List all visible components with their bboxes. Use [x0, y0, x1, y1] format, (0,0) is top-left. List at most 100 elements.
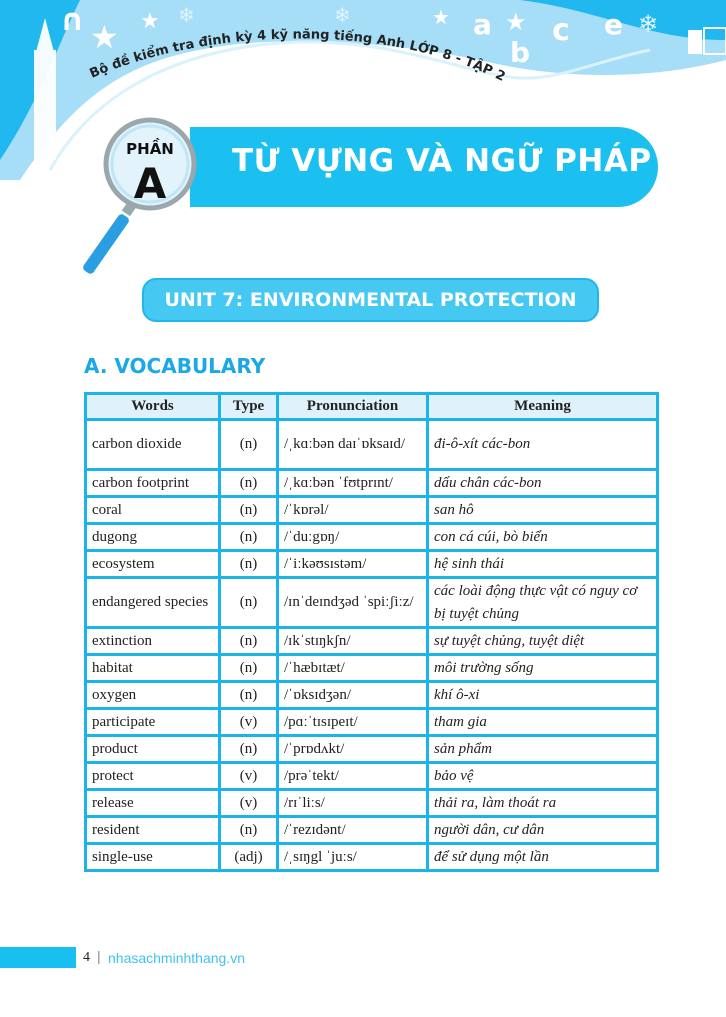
unit-title: UNIT 7: ENVIRONMENTAL PROTECTION [164, 289, 577, 311]
pronunciation-cell: /ˌkɑːbən daɪˈɒksaɪd/ [276, 418, 429, 471]
table-row: product (n)/ˈprɒdʌkt/sản phẩm [84, 734, 659, 764]
column-header-pronunciation: Pronunciation [276, 392, 429, 421]
type-cell: (v) [218, 707, 279, 737]
meaning-cell: con cá cúi, bò biển [426, 522, 659, 552]
decoration-stars-icon: ★ ★ ∩ ❄ ❄ ★ a ★ bc e ❄ [60, 3, 658, 69]
word-cell: habitat [84, 653, 221, 683]
svg-text:a: a [473, 8, 492, 41]
meaning-cell: đi-ô-xít các-bon [426, 418, 659, 471]
table-row: participate (v)/pɑːˈtɪsɪpeɪt/tham gia [84, 707, 659, 737]
type-cell: (n) [218, 815, 279, 845]
pronunciation-cell: /ˈɒksɪdʒən/ [276, 680, 429, 710]
meaning-cell: khí ô-xi [426, 680, 659, 710]
word-cell: participate [84, 707, 221, 737]
pronunciation-cell: /ˈiːkəʊsɪstəm/ [276, 549, 429, 579]
table-row: dugong (n)/ˈduːgɒŋ/con cá cúi, bò biển [84, 522, 659, 552]
type-cell: (n) [218, 626, 279, 656]
table-row: habitat (n)/ˈhæbɪtæt/môi trường sống [84, 653, 659, 683]
pronunciation-cell: /ɪnˈdeɪndʒəd ˈspiːʃiːz/ [276, 576, 429, 629]
meaning-cell: tham gia [426, 707, 659, 737]
meaning-cell: môi trường sống [426, 653, 659, 683]
meaning-cell: dấu chân các-bon [426, 468, 659, 498]
table-row: extinction (n)/ɪkˈstɪŋkʃn/sự tuyệt chủng,… [84, 626, 659, 656]
word-cell: coral [84, 495, 221, 525]
type-cell: (v) [218, 761, 279, 791]
table-header-row: Words Type Pronunciation Meaning [84, 392, 659, 421]
pronunciation-cell: /rɪˈliːs/ [276, 788, 429, 818]
svg-text:∩: ∩ [60, 3, 84, 38]
pronunciation-cell: /ˈhæbɪtæt/ [276, 653, 429, 683]
pronunciation-cell: /ˌkɑːbən ˈfʊtprɪnt/ [276, 468, 429, 498]
word-cell: carbon footprint [84, 468, 221, 498]
word-cell: resident [84, 815, 221, 845]
type-cell: (n) [218, 549, 279, 579]
table-row: protect (v)/prəˈtekt/bảo vệ [84, 761, 659, 791]
part-title: TỪ VỰNG VÀ NGỮ PHÁP [232, 143, 652, 179]
table-row: oxygen (n)/ˈɒksɪdʒən/khí ô-xi [84, 680, 659, 710]
pronunciation-cell: /ˌsɪŋgl ˈjuːs/ [276, 842, 429, 872]
meaning-cell: thải ra, làm thoát ra [426, 788, 659, 818]
table-row: single-use (adj)/ˌsɪŋgl ˈjuːs/để sử dụng … [84, 842, 659, 872]
meaning-cell: bảo vệ [426, 761, 659, 791]
type-cell: (adj) [218, 842, 279, 872]
building-icon [688, 27, 726, 55]
meaning-cell: các loài động thực vật có nguy cơ bị tuy… [426, 576, 659, 629]
type-cell: (n) [218, 522, 279, 552]
column-header-meaning: Meaning [426, 392, 659, 421]
svg-text:❄: ❄ [334, 3, 351, 27]
type-cell: (n) [218, 653, 279, 683]
meaning-cell: sản phẩm [426, 734, 659, 764]
page-number: 4 [83, 950, 90, 965]
meaning-cell: sự tuyệt chủng, tuyệt diệt [426, 626, 659, 656]
table-row: ecosystem (n)/ˈiːkəʊsɪstəm/hệ sinh thái [84, 549, 659, 579]
part-banner [190, 127, 658, 207]
meaning-cell: để sử dụng một lần [426, 842, 659, 872]
column-header-type: Type [218, 392, 279, 421]
type-cell: (n) [218, 468, 279, 498]
word-cell: single-use [84, 842, 221, 872]
type-cell: (n) [218, 734, 279, 764]
table-row: release (v)/rɪˈliːs/thải ra, làm thoát ra [84, 788, 659, 818]
meaning-cell: san hô [426, 495, 659, 525]
type-cell: (v) [218, 788, 279, 818]
svg-text:❄: ❄ [638, 10, 658, 38]
meaning-cell: hệ sinh thái [426, 549, 659, 579]
table-row: carbon footprint (n)/ˌkɑːbən ˈfʊtprɪnt/dấ… [84, 468, 659, 498]
word-cell: oxygen [84, 680, 221, 710]
section-title: A. VOCABULARY [84, 354, 266, 378]
svg-text:e: e [604, 8, 623, 41]
svg-text:b: b [510, 36, 530, 69]
svg-text:c: c [552, 13, 570, 48]
word-cell: release [84, 788, 221, 818]
svg-text:❄: ❄ [178, 3, 195, 27]
footer-website: nhasachminhthang.vn [108, 950, 245, 966]
unit-banner: UNIT 7: ENVIRONMENTAL PROTECTION [142, 278, 599, 322]
word-cell: product [84, 734, 221, 764]
svg-text:★: ★ [140, 9, 160, 34]
part-letter: A [134, 159, 167, 208]
pronunciation-cell: /ˈduːgɒŋ/ [276, 522, 429, 552]
table-row: coral (n)/ˈkɒrəl/san hô [84, 495, 659, 525]
svg-text:★: ★ [505, 8, 527, 36]
svg-text:★: ★ [432, 5, 450, 29]
pronunciation-cell: /ɪkˈstɪŋkʃn/ [276, 626, 429, 656]
svg-text:★: ★ [90, 18, 119, 56]
table-row: endangered species (n)/ɪnˈdeɪndʒəd ˈspiːʃ… [84, 576, 659, 629]
word-cell: endangered species [84, 576, 221, 629]
magnifier-icon: PHẦN A [83, 117, 197, 274]
pronunciation-cell: /ˈprɒdʌkt/ [276, 734, 429, 764]
table-row: resident (n)/ˈrezɪdənt/người dân, cư dân [84, 815, 659, 845]
type-cell: (n) [218, 418, 279, 471]
header-banner: ★ ★ ∩ ❄ ❄ ★ a ★ bc e ❄ Bộ đề kiểm tra định kỳ… [0, 0, 726, 180]
footer-separator: | [97, 948, 101, 964]
pronunciation-cell: /pɑːˈtɪsɪpeɪt/ [276, 707, 429, 737]
pronunciation-cell: /prəˈtekt/ [276, 761, 429, 791]
vocabulary-table: Words Type Pronunciation Meaning carbon … [84, 392, 659, 872]
footer-bar [0, 947, 76, 968]
pronunciation-cell: /ˈkɒrəl/ [276, 495, 429, 525]
word-cell: extinction [84, 626, 221, 656]
type-cell: (n) [218, 680, 279, 710]
word-cell: ecosystem [84, 549, 221, 579]
big-ben-icon [34, 18, 56, 160]
meaning-cell: người dân, cư dân [426, 815, 659, 845]
